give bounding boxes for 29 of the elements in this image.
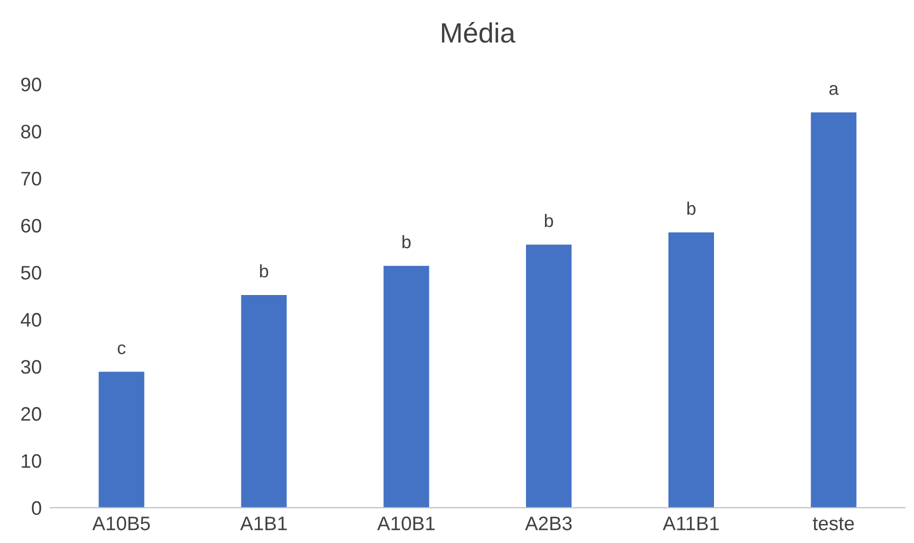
annotation: b: [402, 235, 411, 248]
chart-title: Média: [442, 22, 516, 43]
y-tick-label: 40: [20, 312, 42, 327]
bar: [810, 112, 856, 508]
y-tick-label: 0: [32, 501, 42, 515]
y-tick-label: 80: [21, 124, 42, 138]
annotation: b: [687, 202, 696, 215]
y-tick-label: 90: [21, 78, 42, 92]
x-tick-label: A1B1: [240, 516, 287, 530]
y-tick-label: 70: [21, 172, 42, 186]
x-tick-label: A11B1: [662, 516, 719, 530]
y-tick-label: 20: [21, 407, 42, 421]
bar: [384, 266, 430, 508]
annotation: b: [544, 214, 554, 228]
x-tick-label: A10B5: [92, 516, 150, 530]
y-tick-label: 50: [21, 266, 42, 280]
x-tick-label: A2B3: [525, 516, 572, 530]
bar: [668, 232, 714, 508]
bar: [241, 294, 287, 508]
annotation: a: [829, 85, 839, 95]
annotation: c: [118, 344, 126, 354]
y-tick-label: 60: [21, 218, 42, 233]
x-tick-label: teste: [812, 518, 854, 530]
annotation: b: [260, 264, 268, 278]
y-tick-label: 30: [21, 360, 42, 374]
x-tick-label: A10B1: [377, 516, 435, 530]
bar: [526, 244, 572, 508]
y-tick-label: 10: [22, 454, 42, 468]
bar: [98, 372, 144, 508]
